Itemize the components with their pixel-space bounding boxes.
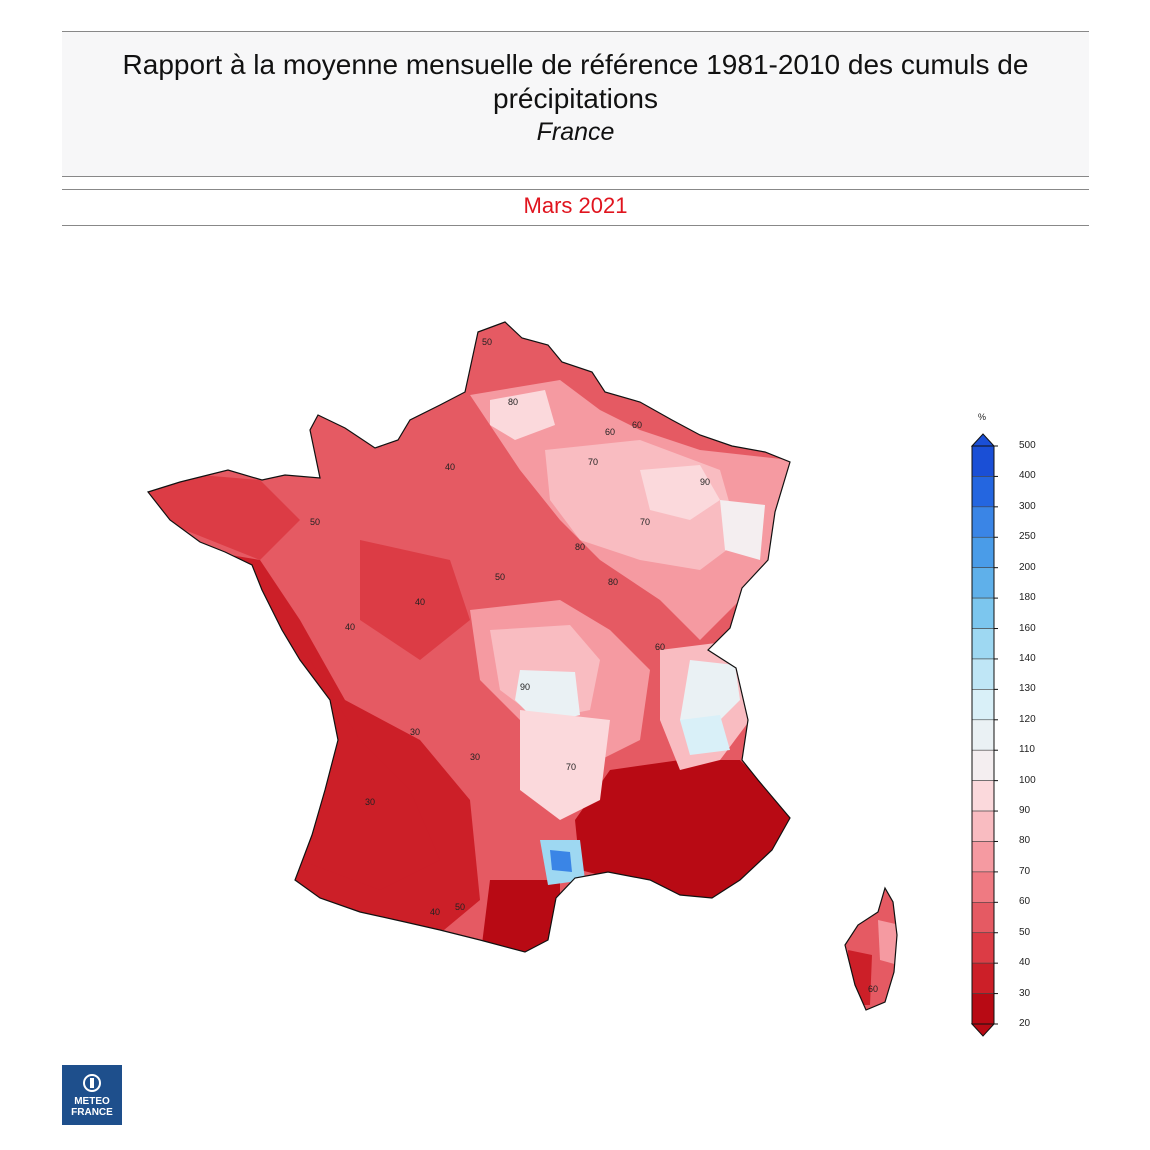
map-title: Rapport à la moyenne mensuelle de référe… — [122, 49, 1029, 114]
contour-label: 90 — [520, 682, 530, 692]
legend-color-class — [971, 536, 995, 568]
contour-labels: 50 80 60 70 90 40 30 80 60 50 70 90 40 3… — [310, 337, 878, 994]
map-period: Mars 2021 — [523, 193, 628, 218]
legend-tick-label: 250 — [1019, 531, 1036, 543]
legend-color-class — [971, 597, 995, 629]
legend-tick-label: 50 — [1019, 926, 1031, 938]
contour-label: 70 — [588, 457, 598, 467]
legend-tick-label: 60 — [1019, 896, 1031, 908]
logo-text-line2: FRANCE — [71, 1107, 113, 1118]
legend-tick-label: 200 — [1019, 561, 1036, 573]
contour-label: 40 — [430, 907, 440, 917]
legend-color-class — [971, 810, 995, 842]
contour-label: 60 — [605, 427, 615, 437]
meteo-france-logo: METEO FRANCE — [62, 1065, 122, 1125]
logo-text-line1: METEO — [74, 1096, 110, 1107]
legend-color-class — [971, 445, 995, 477]
legend-arrow-bottom — [970, 1023, 996, 1037]
legend-color-class — [971, 841, 995, 873]
contour-label: 60 — [632, 420, 642, 430]
legend-tick-label: 110 — [1019, 744, 1035, 756]
legend-color-class — [971, 719, 995, 751]
legend-tick-label: 130 — [1019, 683, 1036, 695]
legend-tick-label: 400 — [1019, 470, 1036, 482]
contour-label: 60 — [868, 984, 878, 994]
legend-color-class — [971, 476, 995, 508]
legend-tick-label: 140 — [1019, 652, 1036, 664]
contour-label: 30 — [365, 797, 375, 807]
legend-color-class — [971, 689, 995, 721]
legend-color-class — [971, 749, 995, 781]
legend-color-class — [971, 628, 995, 660]
contour-label: 40 — [415, 597, 425, 607]
divider-top — [62, 189, 1089, 190]
legend-tick-label: 500 — [1019, 440, 1036, 451]
legend-color-class — [971, 962, 995, 994]
contour-label: 80 — [608, 577, 618, 587]
legend-color-class — [971, 932, 995, 964]
legend-color-class — [971, 902, 995, 934]
legend-color-class — [971, 993, 995, 1025]
legend-tick-label: 180 — [1019, 592, 1036, 604]
legend-tick-label: 100 — [1019, 774, 1036, 786]
contour-label: 50 — [310, 517, 320, 527]
legend-color-class — [971, 871, 995, 903]
legend-frame — [971, 445, 995, 1025]
legend-tick-label: 90 — [1019, 805, 1031, 817]
contour-label: 70 — [566, 762, 576, 772]
contour-label: 60 — [655, 642, 665, 652]
legend-tick-label: 160 — [1019, 622, 1036, 634]
legend-tick-label: 120 — [1019, 713, 1036, 725]
contour-label: 40 — [445, 462, 455, 472]
contour-label: 70 — [640, 517, 650, 527]
legend-tick-label: 40 — [1019, 957, 1031, 969]
legend-color-class — [971, 780, 995, 812]
legend-colorbar — [970, 433, 998, 1037]
contour-label: 80 — [508, 397, 518, 407]
contour-label: 30 — [470, 752, 480, 762]
contour-label: 90 — [700, 477, 710, 487]
legend-tick-label: 30 — [1019, 987, 1031, 999]
corsica-outline — [844, 886, 898, 1011]
legend-color-class — [971, 567, 995, 599]
contour-label: 80 — [575, 542, 585, 552]
divider-bottom — [62, 225, 1089, 226]
header-panel: Rapport à la moyenne mensuelle de référe… — [62, 31, 1089, 177]
contour-label: 50 — [495, 572, 505, 582]
meteo-france-emblem-icon — [83, 1074, 101, 1092]
contour-label: 40 — [345, 622, 355, 632]
precipitation-fields — [148, 322, 897, 1010]
legend-tick-label: 20 — [1019, 1018, 1031, 1029]
legend-unit: % — [978, 412, 987, 422]
contour-label: 50 — [482, 337, 492, 347]
contour-label: 50 — [455, 902, 465, 912]
legend-arrow-top — [970, 433, 996, 447]
contour-label: 30 — [410, 727, 420, 737]
legend-tick-label: 300 — [1019, 500, 1036, 512]
legend-tick-label: 70 — [1019, 865, 1031, 877]
legend-tick-label: 80 — [1019, 835, 1031, 847]
legend-color-class — [971, 658, 995, 690]
map-region: France — [536, 118, 615, 146]
legend-color-class — [971, 506, 995, 538]
